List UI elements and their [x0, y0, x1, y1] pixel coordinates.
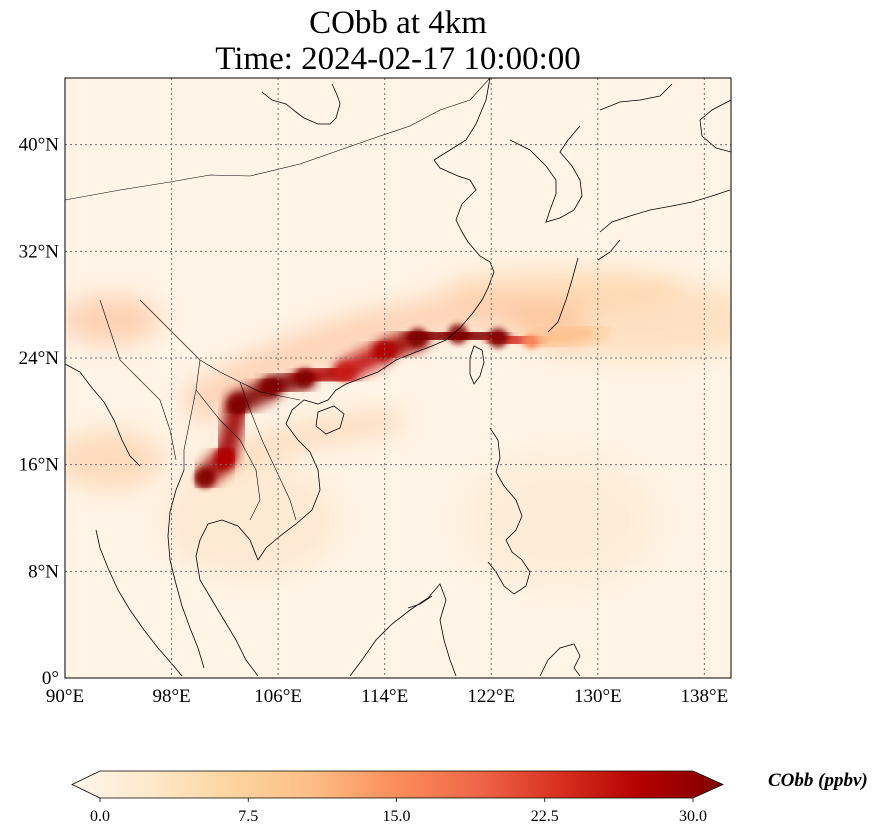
colorbar-tick-label: 15.0 [383, 808, 411, 825]
coastline-hainan [315, 405, 345, 435]
lon-tick-label: 106°E [254, 686, 302, 707]
plume-point [194, 468, 215, 488]
graticule [65, 78, 731, 678]
plume-point [294, 368, 315, 388]
coastline-philippines [487, 427, 531, 595]
plume-northwest [65, 295, 160, 345]
border-indochina [183, 359, 297, 521]
lat-tick-label: 40°N [19, 135, 60, 156]
lon-tick-label: 122°E [467, 686, 515, 707]
coastline-ryukyu [547, 257, 579, 333]
plume-broad-band [179, 292, 588, 427]
plume-point [374, 341, 395, 362]
coastline-taiwan [469, 345, 485, 385]
map-title: CObb at 4km [309, 5, 487, 41]
border-china-north [65, 78, 491, 201]
plume-segment [523, 323, 606, 350]
coastline-myanmar-peninsula [65, 363, 205, 669]
coastlines [65, 78, 731, 677]
borders [65, 78, 491, 521]
plume-point [590, 324, 605, 339]
colorbar-ramp [71, 770, 724, 799]
coastline-gulf-of-thailand [195, 519, 259, 677]
colorbar-label: CObb (ppbv) [768, 770, 868, 791]
coastline-china-mainland [261, 78, 495, 405]
plume-point [228, 394, 249, 415]
coastline-borneo [349, 583, 457, 677]
plume-point [407, 328, 428, 348]
border-myanmar [99, 299, 177, 461]
lat-tick-label: 24°N [19, 348, 60, 369]
lon-tick-label: 114°E [361, 686, 408, 707]
coastline-korea [509, 125, 583, 223]
map-panel [65, 78, 731, 678]
map-frame [64, 77, 732, 679]
lat-tick-label: 32°N [19, 241, 60, 262]
plume-point [334, 361, 355, 382]
coastline-japan [597, 99, 731, 261]
lon-tick-label: 90°E [46, 686, 84, 707]
longitude-labels: 90°E 98°E 106°E 114°E 122°E 130°E 138°E [46, 686, 728, 707]
lat-tick-label: 0° [42, 668, 59, 689]
map-background [65, 78, 731, 678]
coastline-sulawesi [539, 643, 581, 677]
coastline-sumatra [95, 529, 183, 677]
border-china-south [139, 299, 301, 401]
coastline-borneo-north [407, 595, 433, 609]
latitude-labels: 0° 8°N 16°N 24°N 32°N 40°N [19, 135, 60, 689]
plume-point [524, 335, 539, 349]
coastline-vietnam [257, 399, 321, 561]
plume-point [214, 448, 235, 468]
plume-philippine-sea [460, 450, 660, 590]
colorbar-tick-label: 0.0 [90, 808, 110, 825]
map-time-subtitle: Time: 2024-02-17 10:00:00 [215, 41, 581, 77]
plume-west [65, 430, 165, 490]
colorbar-ticks: 0.0 7.5 15.0 22.5 30.0 [90, 798, 707, 825]
colorbar-tick-label: 30.0 [679, 808, 707, 825]
lon-tick-label: 138°E [681, 686, 729, 707]
colorbar-tick-label: 7.5 [238, 808, 258, 825]
lon-tick-label: 130°E [574, 686, 622, 707]
plume-core [193, 323, 606, 489]
lat-tick-label: 8°N [28, 561, 59, 582]
plume-point [261, 377, 282, 398]
colorbar-tick-label: 22.5 [531, 808, 559, 825]
plume-point [487, 328, 508, 348]
coastline-russia [599, 83, 673, 111]
plume-point [447, 324, 468, 344]
lon-tick-label: 98°E [152, 686, 190, 707]
lat-tick-label: 16°N [19, 455, 60, 476]
colorbar: 0.0 7.5 15.0 22.5 30.0 [71, 770, 724, 825]
